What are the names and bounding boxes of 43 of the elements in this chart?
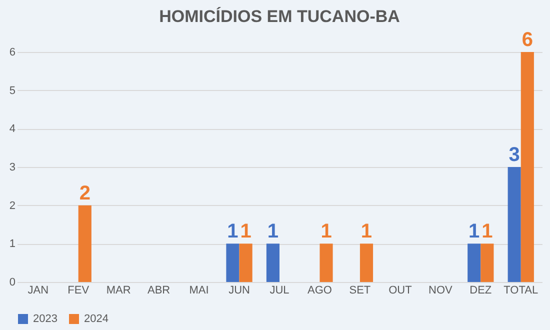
y-tick-label: 5 xyxy=(9,84,16,97)
data-label: 2 xyxy=(79,182,90,204)
data-label: 1 xyxy=(267,220,279,243)
bar xyxy=(508,167,521,282)
data-label: 1 xyxy=(227,220,238,243)
y-tick-label: 3 xyxy=(9,162,16,174)
data-label: 3 xyxy=(508,144,520,166)
bar xyxy=(520,52,534,282)
x-tick-label: TOTAL xyxy=(504,284,538,296)
x-tick-label: MAI xyxy=(189,284,209,296)
data-label: 1 xyxy=(360,220,372,243)
data-label: 1 xyxy=(320,220,332,243)
data-label: 1 xyxy=(468,220,480,243)
bar xyxy=(360,244,374,282)
x-tick-label: MAR xyxy=(106,284,131,296)
bar xyxy=(226,244,240,282)
x-tick-label: JUL xyxy=(270,284,290,296)
chart-title: HOMICÍDIOS EM TUCANO-BA xyxy=(159,6,400,26)
x-tick-label: NOV xyxy=(428,284,453,296)
x-tick-label: JAN xyxy=(28,284,49,296)
x-tick-label: JUN xyxy=(228,284,250,296)
x-tick-label: AGO xyxy=(308,284,332,296)
y-tick-label: 4 xyxy=(9,123,16,136)
bar xyxy=(78,205,92,282)
x-tick-label: FEV xyxy=(68,284,90,296)
y-tick-label: 0 xyxy=(9,276,16,288)
x-tick-label: ABR xyxy=(148,284,170,296)
data-label: 6 xyxy=(522,29,533,51)
bar xyxy=(480,244,494,282)
x-tick-label: SET xyxy=(349,284,371,296)
y-tick-label: 1 xyxy=(9,238,16,250)
y-tick-label: 6 xyxy=(9,46,16,58)
legend-label: 2023 xyxy=(33,313,58,325)
x-tick-label: OUT xyxy=(388,284,412,296)
data-label: 1 xyxy=(482,220,493,243)
bar xyxy=(266,244,280,282)
bar xyxy=(468,244,481,282)
y-tick-label: 2 xyxy=(9,200,16,212)
data-label: 1 xyxy=(240,220,252,243)
x-tick-label: DEZ xyxy=(470,284,492,296)
legend-label: 2024 xyxy=(84,313,108,325)
bar xyxy=(320,244,333,282)
bar xyxy=(239,244,252,282)
